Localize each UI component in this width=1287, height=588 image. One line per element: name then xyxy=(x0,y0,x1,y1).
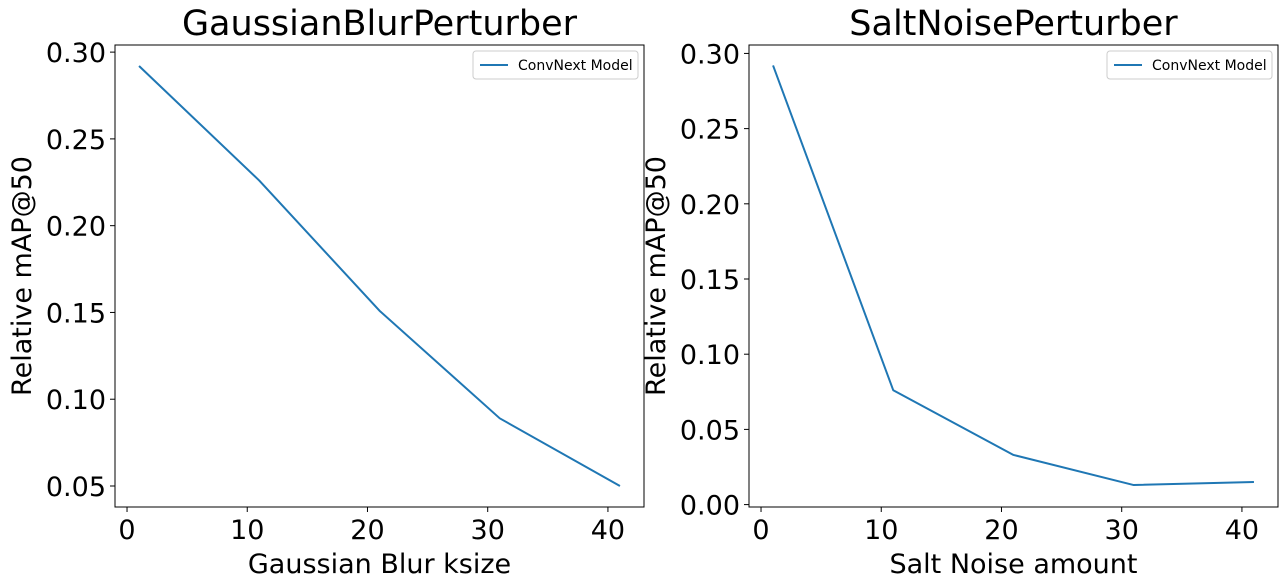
plot-frame xyxy=(114,44,645,508)
legend: ConvNext Model xyxy=(472,50,639,80)
y-tick-label: 0.10 xyxy=(46,385,106,416)
x-tick-label: 10 xyxy=(230,515,264,546)
y-tick-label: 0.30 xyxy=(46,38,106,69)
chart-panel-1: GaussianBlurPerturber 0 10 20 30 40 0.05 0.10 0.… xyxy=(7,4,645,580)
y-tick-label: 0.25 xyxy=(46,125,106,156)
legend: ConvNext Model xyxy=(1106,50,1273,80)
x-axis-label: Salt Noise amount xyxy=(889,549,1137,580)
y-tick-label: 0.10 xyxy=(680,340,740,371)
y-tick-label: 0.05 xyxy=(680,415,740,446)
x-tick-label: 20 xyxy=(984,515,1018,546)
y-tick-label: 0.20 xyxy=(680,190,740,221)
x-tick-label: 0 xyxy=(118,515,135,546)
y-tick-label: 0.15 xyxy=(680,265,740,296)
x-tick-label: 20 xyxy=(350,515,384,546)
y-tick-label: 0.25 xyxy=(680,115,740,146)
chart-title: GaussianBlurPerturber xyxy=(182,4,578,44)
x-tick-label: 40 xyxy=(591,515,625,546)
y-axis-label: Relative mAP@50 xyxy=(7,156,38,396)
legend-box xyxy=(472,50,639,80)
x-tick-label: 30 xyxy=(471,515,505,546)
chart-title: SaltNoisePerturber xyxy=(849,4,1178,44)
legend-label: ConvNext Model xyxy=(1152,58,1267,74)
x-tick-label: 30 xyxy=(1105,515,1139,546)
y-axis-label: Relative mAP@50 xyxy=(641,156,672,396)
legend-box xyxy=(1106,50,1273,80)
series-line-1 xyxy=(772,65,1254,487)
series-line-1 xyxy=(138,65,621,487)
plot-frame xyxy=(748,44,1279,508)
legend-label: ConvNext Model xyxy=(518,58,633,74)
y-tick-label: 0.15 xyxy=(46,298,106,329)
y-tick-label: 0.20 xyxy=(46,212,106,243)
x-tick-label: 10 xyxy=(864,515,898,546)
x-axis-label: Gaussian Blur ksize xyxy=(248,549,511,580)
y-tick-label: 0.30 xyxy=(680,39,740,70)
y-tick-label: 0.05 xyxy=(46,472,106,503)
chart-panel-2: SaltNoisePerturber 0 10 20 30 40 0.00 0.05 0.10 0… xyxy=(641,4,1279,580)
x-tick-label: 40 xyxy=(1225,515,1259,546)
y-tick-label: 0.00 xyxy=(680,491,740,522)
x-tick-label: 0 xyxy=(752,515,769,546)
